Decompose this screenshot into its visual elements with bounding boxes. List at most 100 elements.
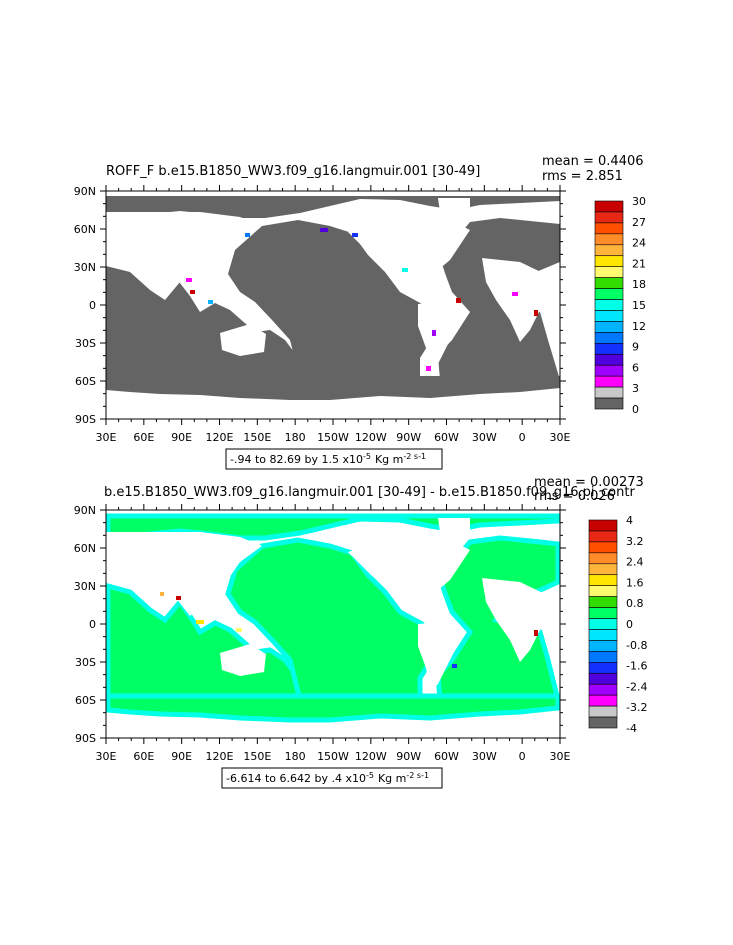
colorbar-label: 0 xyxy=(632,403,639,416)
panel-1-title: ROFF_F b.e15.B1850_WW3.f09_g16.langmuir.… xyxy=(106,164,480,179)
range-1-exp: -5 xyxy=(363,452,371,461)
y-tick-label: 30N xyxy=(74,261,96,274)
range-box-1-text: -.94 to 82.69 by 1.5 x10-5 Kg m-2 s-1 xyxy=(230,452,426,466)
y-tick-label: 0 xyxy=(89,299,96,312)
colorbar-label: 1.6 xyxy=(626,576,644,589)
colorbar-swatch xyxy=(594,211,624,224)
colorbar-swatch xyxy=(588,694,618,707)
colorbar-swatch xyxy=(594,266,624,278)
colorbar-label: 4 xyxy=(626,514,633,527)
colorbar-swatch xyxy=(594,343,624,355)
x-tick-label: 0 xyxy=(519,750,526,763)
colorbar-label: 21 xyxy=(632,257,646,270)
colorbar-label: 9 xyxy=(632,341,639,354)
colorbar-swatch xyxy=(588,607,618,619)
panel-2-map xyxy=(106,510,560,738)
land-2-eurasia xyxy=(106,532,262,616)
colorbar-swatch xyxy=(588,563,618,576)
colorbar-swatch xyxy=(588,651,618,663)
map-2-land xyxy=(106,518,545,692)
panel-2-range-box: -6.614 to 6.642 by .4 x10-5 Kg m-2 s-1 xyxy=(221,767,443,789)
colorbar-label: 2.4 xyxy=(626,556,644,569)
x-tick-label: 60E xyxy=(133,431,154,444)
y-tick-label: 60S xyxy=(75,375,96,388)
colorbar-swatch xyxy=(588,640,618,652)
range-2-units-exp: -2 s-1 xyxy=(406,771,429,780)
land-1-africa xyxy=(482,258,545,342)
x-tick-label: 60E xyxy=(133,750,154,763)
x-tick-label: 90E xyxy=(171,750,192,763)
colorbar-label: 6 xyxy=(632,361,639,374)
y-tick-label: 90N xyxy=(74,185,96,198)
range-2-exp: -5 xyxy=(366,771,374,780)
colorbar-swatch xyxy=(588,541,618,554)
colorbar-2: 4 3.2 2.4 1.6 0.8 0 -0.8 -1.6 -2.4 -3.2 -4 xyxy=(588,514,647,735)
panel-2-title: b.e15.B1850_WW3.f09_g16.langmuir.001 [30… xyxy=(104,485,635,500)
range-1-main: -.94 to 82.69 by 1.5 x10 xyxy=(230,453,363,466)
colorbar-swatch xyxy=(594,321,624,333)
colorbar-swatch xyxy=(588,574,618,586)
land-1-greenland xyxy=(438,198,470,222)
ocean-1-pacific xyxy=(228,220,430,380)
ocean-1-atlantic xyxy=(438,218,560,380)
x-tick-label: 30E xyxy=(550,750,571,763)
panel-1: ROFF_F b.e15.B1850_WW3.f09_g16.langmuir.… xyxy=(74,154,646,470)
x-tick-label: 120W xyxy=(355,431,387,444)
colorbar-label: 3 xyxy=(632,382,639,395)
map-2-coastal-highlights xyxy=(160,592,538,668)
colorbar-label: -3.2 xyxy=(626,701,647,714)
colorbar-swatch xyxy=(594,353,624,366)
colorbar-label: -0.8 xyxy=(626,639,647,652)
x-tick-label: 150W xyxy=(317,431,349,444)
panel-1-range-box: -.94 to 82.69 by 1.5 x10-5 Kg m-2 s-1 xyxy=(225,448,443,470)
colorbar-label: 18 xyxy=(632,278,646,291)
panel-2-rms: rms = 0.026 xyxy=(534,489,615,504)
colorbar-swatch xyxy=(594,200,624,213)
y-tick-label: 90S xyxy=(75,732,96,745)
land-2-north-america xyxy=(348,535,470,602)
colorbar-label: 12 xyxy=(632,320,646,333)
x-tick-label: 120E xyxy=(206,750,234,763)
y-tick-label: 30S xyxy=(75,337,96,350)
x-tick-label: 120E xyxy=(206,431,234,444)
colorbar-swatch xyxy=(594,244,624,257)
panel-2: b.e15.B1850_WW3.f09_g16.langmuir.001 [30… xyxy=(74,475,647,789)
ocean-2-southern xyxy=(106,693,560,723)
x-tick-label: 120W xyxy=(355,750,387,763)
panel-2-mean: mean = 0.00273 xyxy=(534,475,644,490)
map-1-land xyxy=(106,198,545,372)
y-tick-label: 60S xyxy=(75,694,96,707)
y-tick-label: 60N xyxy=(74,542,96,555)
colorbar-swatch xyxy=(594,332,624,344)
y-tick-label: 30S xyxy=(75,656,96,669)
colorbar-swatch xyxy=(594,222,624,235)
x-tick-label: 30W xyxy=(472,431,497,444)
colorbar-swatch xyxy=(594,386,624,399)
ocean-1-southern xyxy=(106,376,560,400)
map-1-coastal-highlights xyxy=(186,228,538,371)
y-tick-label: 30N xyxy=(74,580,96,593)
colorbar-swatch xyxy=(594,310,624,322)
colorbar-swatch xyxy=(588,596,618,608)
colorbar-swatch xyxy=(588,618,618,630)
colorbar-label: 15 xyxy=(632,299,646,312)
range-2-main: -6.614 to 6.642 by .4 x10 xyxy=(226,772,366,785)
colorbar-label: -2.4 xyxy=(626,680,647,693)
panel-1-mean: mean = 0.4406 xyxy=(542,154,644,169)
range-box-2-text: -6.614 to 6.642 by .4 x10-5 Kg m-2 s-1 xyxy=(226,771,429,785)
x-tick-label: 60W xyxy=(434,431,459,444)
colorbar-swatch xyxy=(594,397,624,410)
land-2-australia xyxy=(220,644,266,676)
x-tick-label: 150E xyxy=(243,750,271,763)
map-1-axes: 30E 60E 90E 120E 150E 180 150W 120W 90W 60W 30W 0 30… xyxy=(74,185,571,444)
range-1-units: Kg m xyxy=(375,453,403,466)
colorbar-label: 0.8 xyxy=(626,597,644,610)
colorbar-swatch xyxy=(594,277,624,289)
panel-1-rms: rms = 2.851 xyxy=(542,169,623,184)
x-tick-label: 90W xyxy=(396,750,421,763)
x-tick-label: 30E xyxy=(96,750,117,763)
colorbar-swatch xyxy=(594,299,624,311)
y-tick-label: 0 xyxy=(89,618,96,631)
